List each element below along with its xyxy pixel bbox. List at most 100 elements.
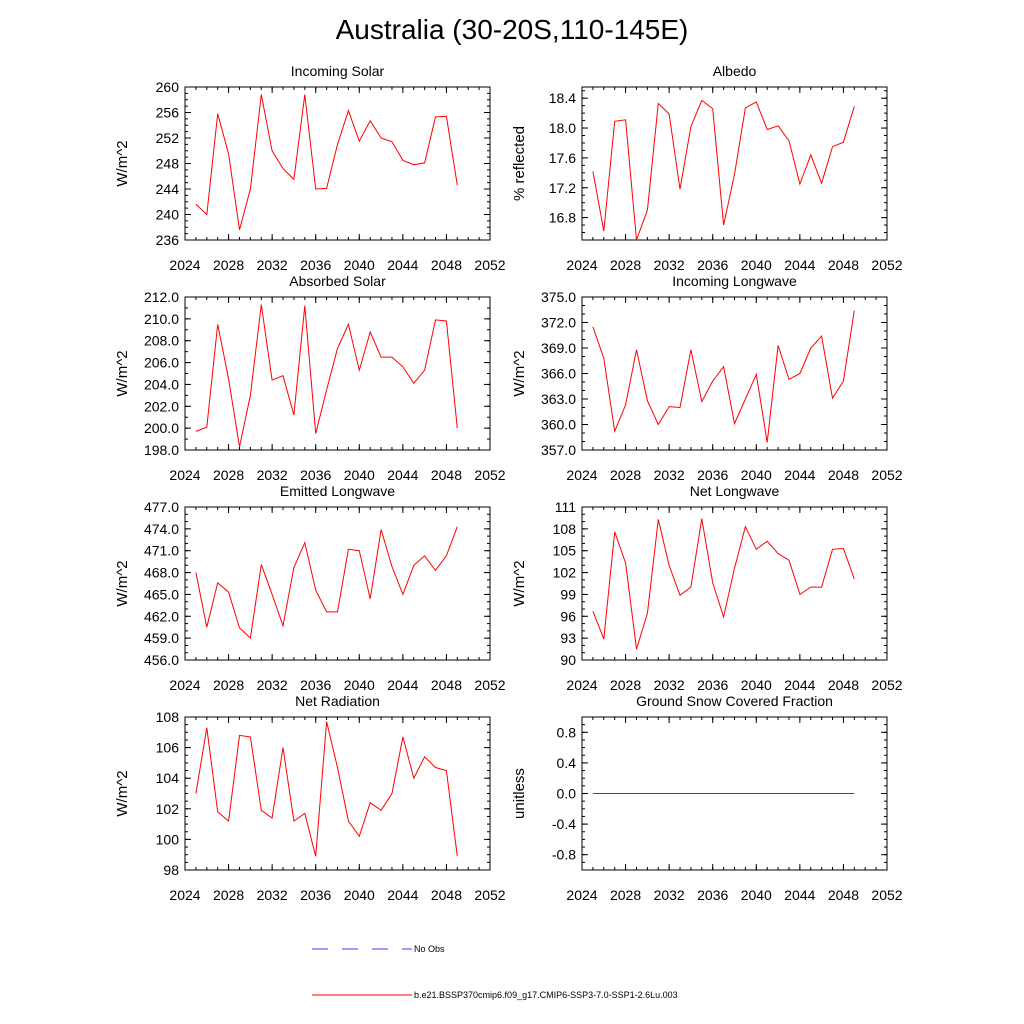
y-tick-label: 459.0 (144, 630, 179, 646)
y-tick-label: 244 (156, 181, 180, 197)
y-tick-label: 100 (156, 831, 180, 847)
y-tick-label: 0.8 (557, 724, 577, 740)
x-tick-label: 2044 (387, 257, 418, 273)
series-line (592, 310, 855, 443)
x-tick-label: 2052 (871, 257, 902, 273)
y-axis-label: W/m^2 (114, 140, 131, 186)
x-tick-label: 2052 (474, 467, 505, 483)
chart-panel: Net Radiation W/m^2 98 100 102 104 106 108 2024 2… (114, 693, 506, 903)
y-tick-label: 18.4 (549, 90, 576, 106)
y-tick-label: 366.0 (541, 366, 576, 382)
chart-panel: Net Longwave W/m^2 90 93 96 99 102 105 108 111 202… (511, 483, 903, 693)
y-tick-label: 93 (560, 630, 576, 646)
y-tick-label: 202.0 (144, 398, 179, 414)
x-tick-label: 2036 (300, 467, 331, 483)
y-axis-label: W/m^2 (511, 350, 528, 396)
series-line (195, 526, 458, 640)
chart-title: Incoming Solar (291, 63, 385, 79)
series-line (195, 304, 458, 447)
x-tick-label: 2044 (387, 677, 418, 693)
chart-panel: Albedo % reflected 16.8 17.2 17.6 18.0 18.4 202… (511, 63, 903, 273)
y-tick-label: 471.0 (144, 543, 179, 559)
y-tick-label: 208.0 (144, 333, 179, 349)
y-axis-label: W/m^2 (511, 560, 528, 606)
x-tick-label: 2024 (566, 887, 597, 903)
chart-title: Absorbed Solar (289, 273, 386, 289)
y-tick-label: 468.0 (144, 565, 179, 581)
x-tick-label: 2040 (344, 467, 375, 483)
y-tick-label: 98 (163, 862, 179, 878)
x-tick-label: 2048 (828, 677, 859, 693)
x-tick-label: 2044 (784, 257, 815, 273)
series-line (195, 94, 458, 230)
y-tick-label: 248 (156, 156, 180, 172)
y-tick-label: 0.0 (557, 786, 577, 802)
x-tick-label: 2036 (300, 887, 331, 903)
y-tick-label: 17.2 (549, 180, 576, 196)
y-tick-label: 462.0 (144, 608, 179, 624)
x-tick-label: 2028 (213, 887, 244, 903)
y-tick-label: -0.4 (552, 816, 576, 832)
series-line (592, 518, 855, 650)
y-tick-label: 375.0 (541, 289, 576, 305)
x-tick-label: 2024 (169, 677, 200, 693)
x-tick-label: 2052 (871, 677, 902, 693)
x-tick-label: 2048 (431, 467, 462, 483)
x-tick-label: 2040 (741, 887, 772, 903)
figure-title: Australia (30-20S,110-145E) (335, 14, 689, 45)
chart-title: Albedo (713, 63, 757, 79)
y-tick-label: 206.0 (144, 355, 179, 371)
x-tick-label: 2024 (169, 887, 200, 903)
plot-frame (184, 86, 491, 241)
chart-title: Net Radiation (295, 693, 380, 709)
x-tick-label: 2036 (697, 677, 728, 693)
legend-model-swatch (312, 994, 412, 996)
x-tick-label: 2036 (697, 257, 728, 273)
x-tick-label: 2048 (828, 257, 859, 273)
x-tick-label: 2032 (654, 257, 685, 273)
y-tick-label: 108 (553, 521, 577, 537)
y-tick-label: 96 (560, 608, 576, 624)
x-tick-label: 2028 (610, 257, 641, 273)
chart-panel: Incoming Solar W/m^2 236 240 244 248 252 256 260… (114, 63, 506, 273)
y-tick-label: 105 (553, 543, 577, 559)
plot-frame (184, 716, 491, 871)
plot-frame (581, 296, 888, 451)
y-tick-label: -0.8 (552, 847, 576, 863)
chart-title: Ground Snow Covered Fraction (636, 693, 833, 709)
y-tick-label: 17.6 (549, 150, 576, 166)
y-tick-label: 363.0 (541, 391, 576, 407)
chart-title: Net Longwave (690, 483, 780, 499)
x-tick-label: 2040 (741, 677, 772, 693)
y-tick-label: 252 (156, 130, 180, 146)
y-tick-label: 104 (156, 770, 180, 786)
x-tick-label: 2036 (300, 257, 331, 273)
y-tick-label: 236 (156, 232, 180, 248)
legend-model-label: b.e21.BSSP370cmip6.f09_g17.CMIP6-SSP3-7.… (414, 990, 678, 1000)
plot-frame (581, 86, 888, 241)
y-tick-label: 198.0 (144, 442, 179, 458)
x-tick-label: 2032 (257, 467, 288, 483)
x-tick-label: 2048 (431, 887, 462, 903)
y-tick-label: 372.0 (541, 315, 576, 331)
x-tick-label: 2024 (566, 677, 597, 693)
x-tick-label: 2044 (784, 467, 815, 483)
chart-panel: Absorbed Solar W/m^2 198.0 200.0 202.0 204.0 2… (114, 273, 506, 483)
x-tick-label: 2044 (784, 887, 815, 903)
x-tick-label: 2036 (697, 467, 728, 483)
y-tick-label: 0.4 (557, 755, 577, 771)
y-axis-label: unitless (511, 768, 528, 819)
y-tick-label: 212.0 (144, 289, 179, 305)
y-tick-label: 204.0 (144, 376, 179, 392)
y-tick-label: 210.0 (144, 311, 179, 327)
x-tick-label: 2052 (474, 887, 505, 903)
x-tick-label: 2032 (654, 677, 685, 693)
y-tick-label: 465.0 (144, 586, 179, 602)
x-tick-label: 2028 (610, 887, 641, 903)
x-tick-label: 2040 (344, 887, 375, 903)
x-tick-label: 2036 (697, 887, 728, 903)
y-axis-label: W/m^2 (114, 560, 131, 606)
x-tick-label: 2052 (871, 467, 902, 483)
y-tick-label: 18.0 (549, 120, 576, 136)
